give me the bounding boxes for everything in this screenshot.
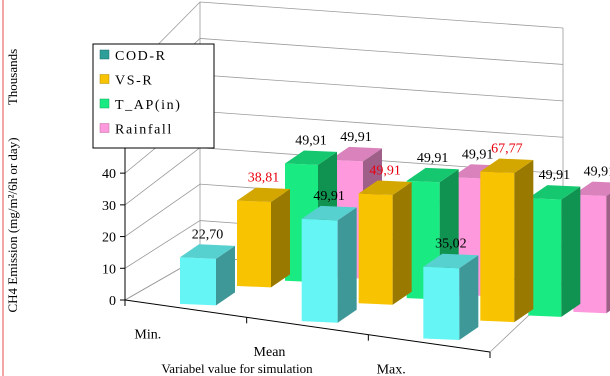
- bar-side: [561, 186, 581, 317]
- bar-top: [573, 181, 610, 196]
- bar-side: [337, 207, 357, 323]
- legend-box: [92, 43, 215, 149]
- bar-top: [358, 180, 412, 195]
- bar-front-vs-r: [480, 171, 515, 323]
- x-axis-line: [124, 299, 491, 353]
- bar-side: [392, 181, 412, 305]
- data-label: 49,91: [417, 151, 449, 166]
- data-label: 22,70: [192, 227, 224, 242]
- bar-top: [528, 185, 581, 200]
- y-tick-label: 10: [102, 262, 116, 277]
- data-label: 49,91: [584, 165, 610, 180]
- legend-label: COD-R: [115, 49, 167, 64]
- data-label: 67,77: [491, 142, 523, 157]
- y-axis-unit: Thousands: [5, 49, 20, 105]
- data-label: 49,91: [340, 130, 372, 145]
- bar-side: [459, 255, 479, 341]
- y-tick-label: 20: [102, 231, 116, 246]
- bar-top: [237, 187, 290, 203]
- y-tick-label: 40: [102, 167, 116, 182]
- legend: COD-R VS-R T_AP(in) Rainfall: [92, 43, 215, 149]
- bar-top: [301, 205, 357, 221]
- legend-label: VS-R: [115, 74, 153, 89]
- bar-side: [606, 193, 610, 314]
- bar-side: [216, 245, 235, 306]
- bar-top: [423, 253, 479, 269]
- y-tick-label: 30: [102, 199, 116, 214]
- x-axis-label: Variabel value for simulation: [161, 361, 313, 376]
- x-tick-label: Mean: [254, 345, 286, 360]
- bar-top: [285, 150, 337, 165]
- legend-label: T_AP(in): [115, 98, 181, 113]
- bars: [180, 146, 610, 341]
- legend-swatch: [99, 123, 110, 133]
- x-tick-label: Min.: [134, 328, 161, 343]
- bar-front-vs-r: [358, 193, 393, 305]
- bar-front-rainfall: [573, 194, 607, 314]
- bar-side: [514, 159, 534, 323]
- bar-front-cyan-front: [423, 266, 460, 341]
- x-tick-label: Max.: [377, 362, 406, 376]
- left-margin-line: [2, 0, 4, 376]
- data-label: 49,91: [369, 163, 401, 178]
- data-label: 38,81: [248, 171, 280, 186]
- data-label: 49,91: [295, 134, 327, 149]
- bar-top: [180, 244, 235, 259]
- bar-front-cyan-front: [180, 257, 216, 306]
- legend-swatch: [99, 98, 110, 109]
- bar-top: [330, 146, 382, 162]
- data-label: 49,91: [462, 147, 494, 162]
- y-tick-label: 0: [109, 294, 116, 309]
- bar-front-cyan-front: [301, 218, 338, 323]
- data-label: 49,91: [539, 168, 571, 183]
- bar-top: [406, 167, 459, 183]
- bar-side: [271, 189, 290, 288]
- bar-top: [480, 158, 534, 173]
- data-labels: 49,91 49,91 49,91 49,91 49,91 49,91 38,81 49,91…: [192, 130, 610, 252]
- legend-label: Rainfall: [115, 123, 173, 138]
- legend-swatch: [99, 49, 110, 60]
- legend-swatch: [99, 74, 110, 84]
- data-label: 35,02: [435, 237, 467, 252]
- bar-front-vs-r: [237, 200, 271, 288]
- y-axis-label: CH4 Emission (mg/m²/6h or day): [5, 137, 20, 312]
- bar-front-t-ap-in-: [528, 198, 562, 317]
- data-label: 49,91: [313, 189, 345, 204]
